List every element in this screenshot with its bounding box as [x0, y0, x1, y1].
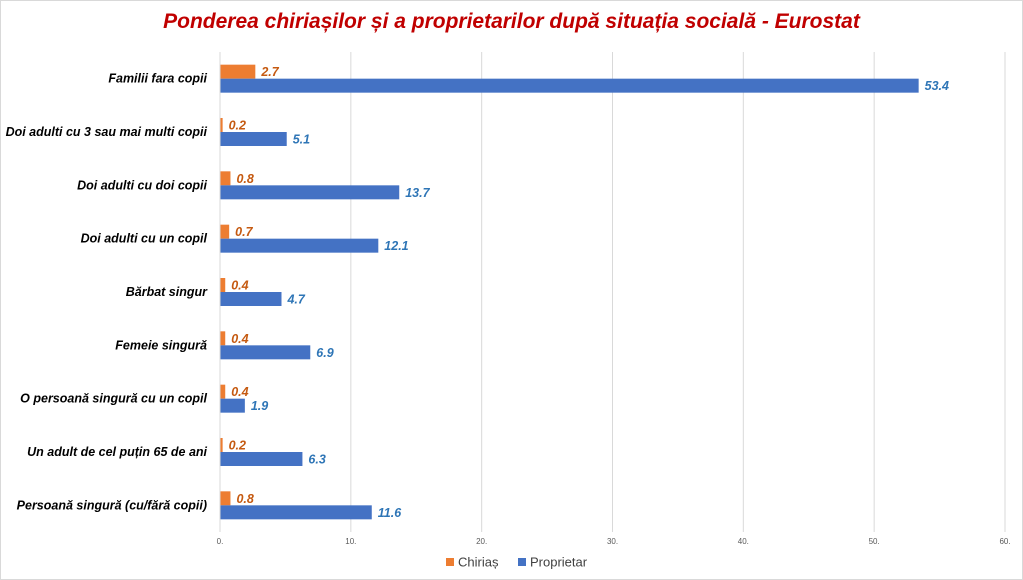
data-label-proprietar-8: 11.6 [378, 506, 402, 520]
legend-label-proprietar: Proprietar [530, 555, 588, 570]
bar-proprietar-7 [220, 452, 303, 466]
data-label-chirias-6: 0.4 [231, 385, 248, 399]
x-tick-label-0: 0. [217, 537, 224, 546]
category-label-5: Femeie singură [115, 338, 207, 352]
data-label-proprietar-7: 6.3 [308, 453, 325, 467]
category-label-0: Familii fara copii [108, 72, 207, 86]
legend-swatch-proprietar [518, 558, 526, 566]
data-label-proprietar-5: 6.9 [316, 346, 333, 360]
bar-chirias-2 [220, 171, 231, 186]
data-label-proprietar-6: 1.9 [251, 399, 268, 413]
bar-proprietar-1 [220, 132, 287, 146]
data-label-proprietar-1: 5.1 [293, 133, 310, 147]
category-label-1: Doi adulti cu 3 sau mai multi copii [6, 125, 208, 139]
x-tick-label-4: 40. [738, 537, 749, 546]
bar-chirias-1 [220, 118, 223, 132]
bar-chirias-0 [220, 64, 256, 79]
bar-proprietar-8 [220, 505, 372, 520]
data-label-chirias-7: 0.2 [229, 439, 246, 453]
x-tick-label-1: 10. [345, 537, 356, 546]
category-label-6: O persoană singură cu un copil [20, 392, 207, 406]
category-label-7: Un adult de cel puțin 65 de ani [27, 445, 207, 459]
data-label-chirias-0: 2.7 [260, 65, 279, 79]
bar-proprietar-3 [220, 238, 379, 253]
category-label-4: Bărbat singur [126, 285, 208, 299]
data-label-chirias-1: 0.2 [229, 119, 246, 133]
bar-chirias-3 [220, 224, 230, 239]
legend-swatch-chirias [446, 558, 454, 566]
bar-proprietar-4 [220, 292, 282, 306]
bar-chirias-6 [220, 384, 226, 399]
data-label-proprietar-0: 53.4 [925, 79, 949, 93]
category-label-8: Persoană singură (cu/fără copii) [17, 498, 207, 512]
data-label-proprietar-4: 4.7 [286, 293, 305, 307]
bar-proprietar-2 [220, 185, 400, 200]
bar-proprietar-0 [220, 78, 919, 93]
data-label-chirias-4: 0.4 [231, 279, 248, 293]
bar-chirias-4 [220, 278, 226, 292]
x-tick-label-6: 60. [999, 537, 1010, 546]
x-tick-label-5: 50. [869, 537, 880, 546]
x-tick-label-3: 30. [607, 537, 618, 546]
data-label-proprietar-2: 13.7 [405, 186, 430, 200]
bar-chirias-7 [220, 438, 223, 452]
data-label-proprietar-3: 12.1 [384, 239, 408, 253]
legend-label-chirias: Chiriaș [458, 555, 499, 570]
category-label-3: Doi adulti cu un copil [81, 232, 208, 246]
data-label-chirias-3: 0.7 [235, 225, 253, 239]
bar-chirias-8 [220, 491, 231, 506]
bar-proprietar-5 [220, 345, 311, 360]
bar-chirias-5 [220, 331, 226, 346]
chart-title: Ponderea chiriașilor și a proprietarilor… [163, 10, 860, 33]
x-tick-label-2: 20. [476, 537, 487, 546]
data-label-chirias-8: 0.8 [236, 492, 253, 506]
data-label-chirias-2: 0.8 [236, 172, 253, 186]
bar-proprietar-6 [220, 398, 245, 413]
category-label-2: Doi adulti cu doi copii [77, 178, 207, 192]
data-label-chirias-5: 0.4 [231, 332, 248, 346]
